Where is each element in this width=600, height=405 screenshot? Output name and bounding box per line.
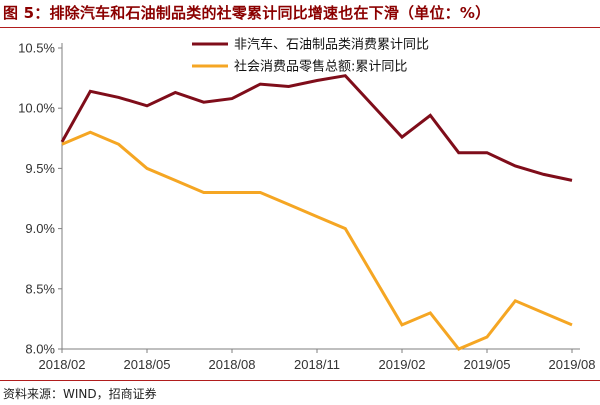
- figure-title: 图 5：排除汽车和石油制品类的社零累计同比增速也在下滑（单位：%）: [3, 4, 491, 22]
- axes: [61, 43, 580, 350]
- line-chart: 8.0%8.5%9.0%9.5%10.0%10.5% 2018/02 2018/0…: [18, 37, 596, 373]
- y-tick-label: 9.0%: [25, 221, 55, 236]
- y-tick-label: 8.0%: [25, 342, 55, 357]
- x-tick-label: 2019/05: [464, 357, 511, 372]
- y-tick-label: 10.5%: [18, 41, 55, 56]
- legend-label-2: 社会消费品零售总额:累计同比: [234, 59, 407, 75]
- series-line-2: [61, 130, 573, 351]
- legend-label-1: 非汽车、石油制品类消费累计同比: [234, 37, 429, 53]
- series-line-1: [60, 74, 573, 182]
- x-tick-label: 2019/08: [549, 357, 596, 372]
- x-tick-label: 2018/02: [39, 357, 86, 372]
- source-divider: [0, 380, 600, 381]
- y-tick-label: 10.0%: [18, 101, 55, 116]
- source-note: 资料来源：WIND，招商证券: [3, 387, 157, 401]
- chart-container: 8.0% 8.5% 9.0% 9.5% 10.0% 10.5% 2018/02 2018/0…: [0, 28, 600, 380]
- title-divider: [0, 27, 600, 28]
- y-tick-label: 9.5%: [25, 161, 55, 176]
- x-tick-label: 2018/05: [124, 357, 171, 372]
- x-tick-label: 2019/02: [379, 357, 426, 372]
- x-axis-ticks: 2018/02 2018/05 2018/08 2018/11 2019/02 2019/…: [39, 349, 596, 372]
- y-axis-ticks: 8.0% 8.5% 9.0% 9.5% 10.0% 10.5%: [18, 41, 62, 357]
- series-layer: [60, 74, 573, 351]
- y-tick-label: 8.5%: [25, 281, 55, 296]
- x-tick-label: 2018/11: [294, 357, 340, 372]
- x-tick-label: 2018/08: [209, 357, 256, 372]
